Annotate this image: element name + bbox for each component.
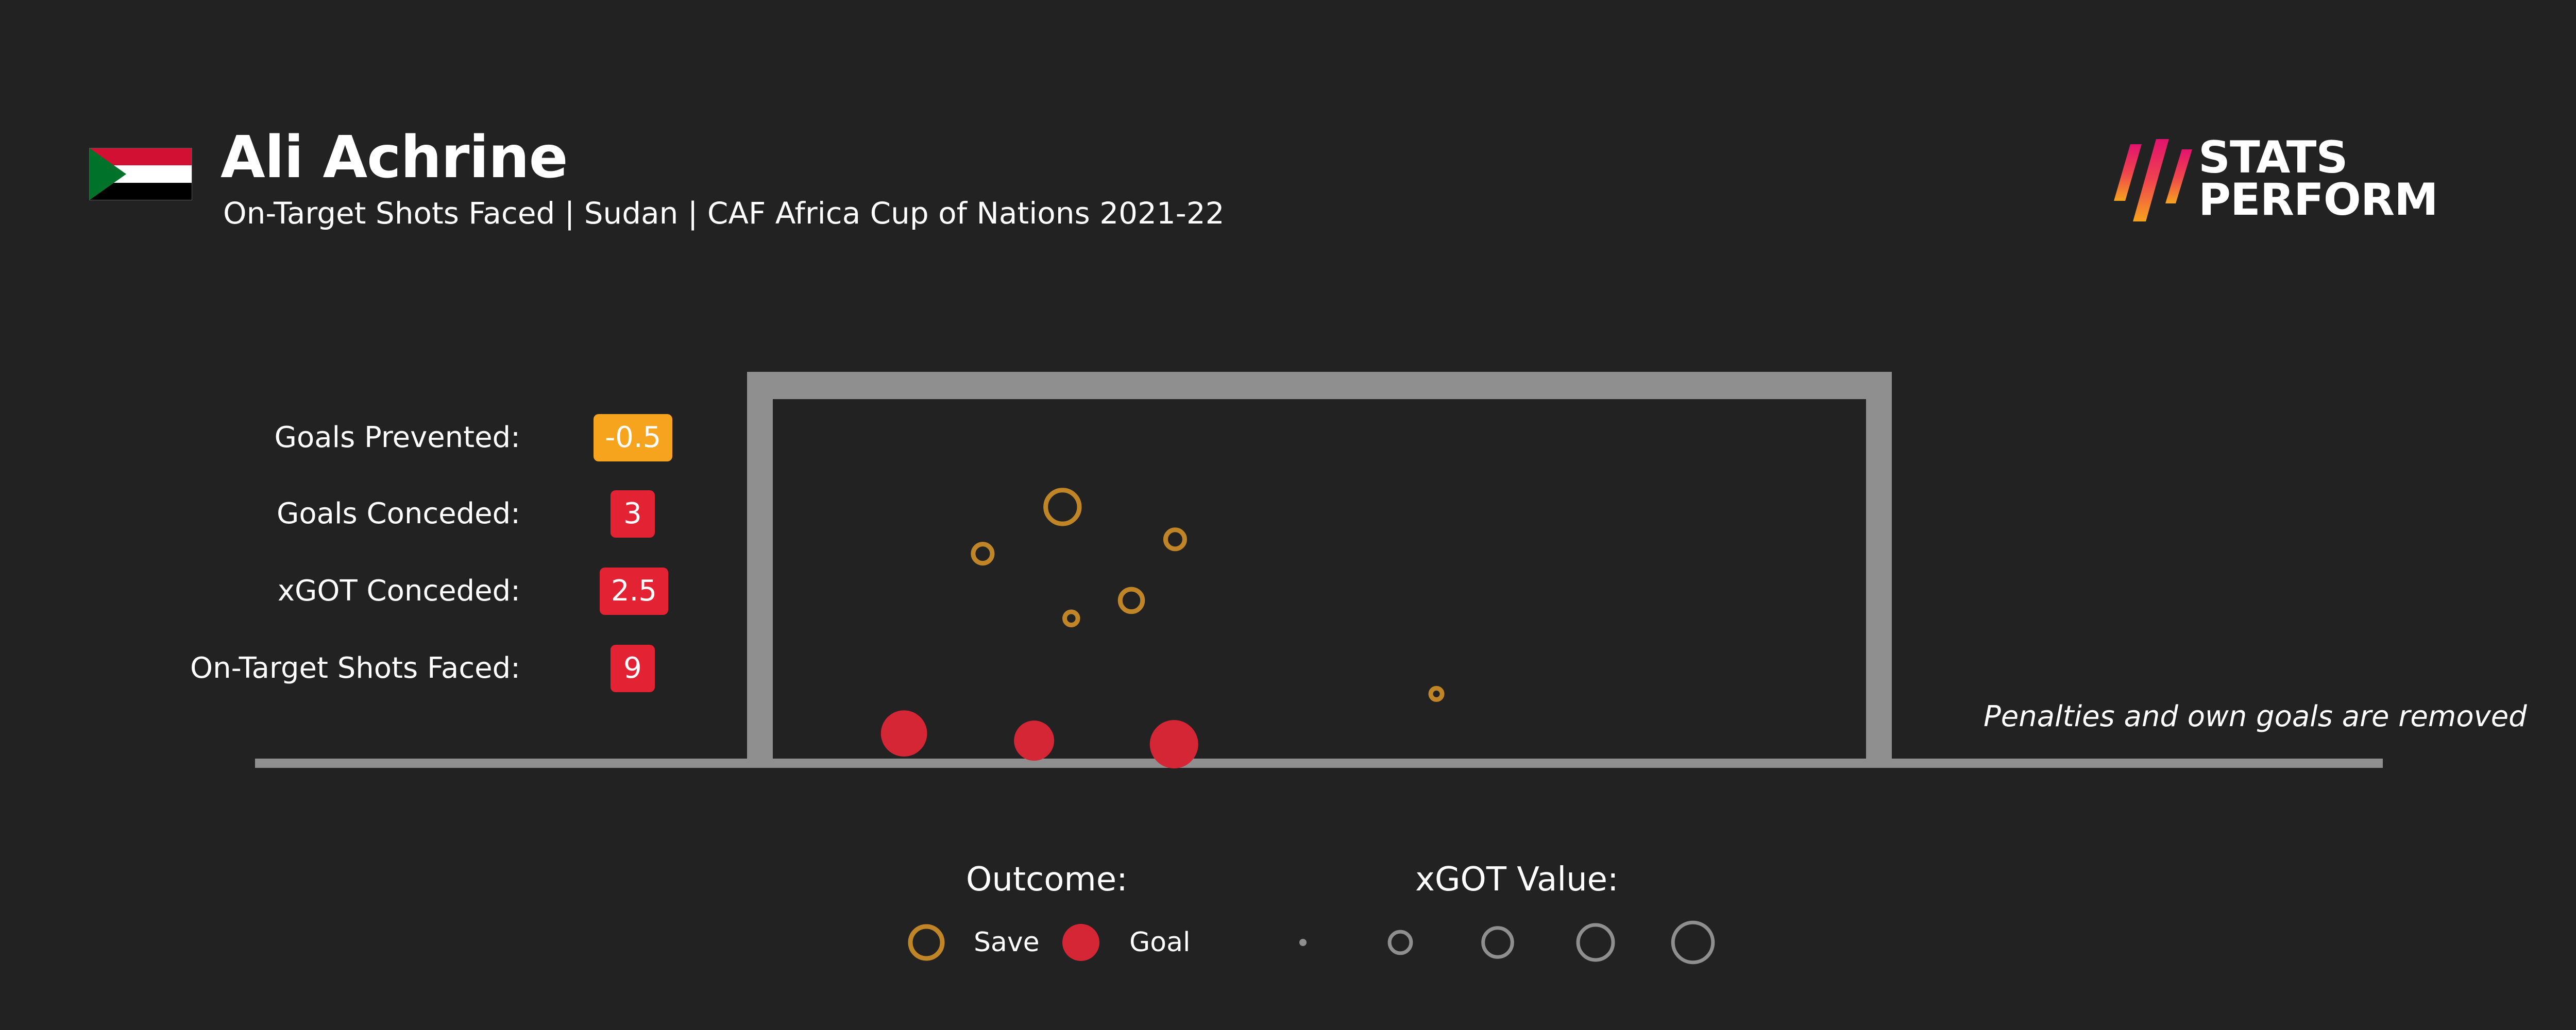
legend-goal-label: Goal xyxy=(1129,927,1191,958)
save-shot-marker-3 xyxy=(1062,609,1080,628)
shots-layer xyxy=(880,488,1445,769)
xgot-conceded-badge: 2.5 xyxy=(600,568,669,615)
legend-size-icon-4 xyxy=(1671,920,1715,965)
xgot-conceded-label: xGOT Conceded: xyxy=(277,574,520,608)
save-shot-marker-5 xyxy=(1428,685,1445,702)
right-post xyxy=(1866,372,1892,763)
stats-perform-logo: STATS PERFORM xyxy=(2110,135,2438,224)
goal-line xyxy=(255,759,2383,768)
legend-layer xyxy=(908,920,1715,965)
page-subtitle: On-Target Shots Faced | Sudan | CAF Afri… xyxy=(223,196,1225,231)
save-shot-marker-4 xyxy=(1117,587,1145,614)
shots-faced-badge: 9 xyxy=(611,645,655,692)
sudan-flag-icon xyxy=(89,148,192,200)
goals-conceded-badge: 3 xyxy=(611,490,655,538)
legend-size-icon-1 xyxy=(1387,930,1413,955)
save-shot-marker-2 xyxy=(1163,527,1187,552)
legend-save-label: Save xyxy=(974,927,1040,958)
logo-wordmark: STATS PERFORM xyxy=(2198,132,2438,226)
crossbar xyxy=(747,372,1892,399)
footnote: Penalties and own goals are removed xyxy=(1984,700,2527,733)
legend-outcome-title: Outcome: xyxy=(966,861,1128,899)
goals-prevented-label: Goals Prevented: xyxy=(274,421,520,454)
logo-line-stats: STATS xyxy=(2198,132,2348,183)
goals-prevented-badge: -0.5 xyxy=(594,414,673,461)
legend-save-icon xyxy=(908,924,945,961)
legend-goal-icon xyxy=(1062,924,1099,961)
goal-shot-marker-1 xyxy=(1014,720,1055,761)
legend-size-icon-3 xyxy=(1576,923,1615,962)
logo-line-perform: PERFORM xyxy=(2198,174,2438,226)
page-title: Ali Achrine xyxy=(221,124,568,191)
goals-conceded-label: Goals Conceded: xyxy=(276,497,520,530)
legend-size-icon-2 xyxy=(1481,926,1514,959)
save-shot-marker-0 xyxy=(971,542,995,566)
legend-size-icon-0 xyxy=(1299,939,1307,946)
goal-shot-marker-0 xyxy=(880,710,927,757)
left-post xyxy=(747,372,773,763)
save-shot-marker-1 xyxy=(1043,488,1082,526)
shots-faced-label: On-Target Shots Faced: xyxy=(190,651,520,685)
stats-perform-slash-icon xyxy=(2114,139,2192,221)
legend-xgot-title: xGOT Value: xyxy=(1415,861,1619,899)
goal-shot-marker-2 xyxy=(1149,720,1198,769)
